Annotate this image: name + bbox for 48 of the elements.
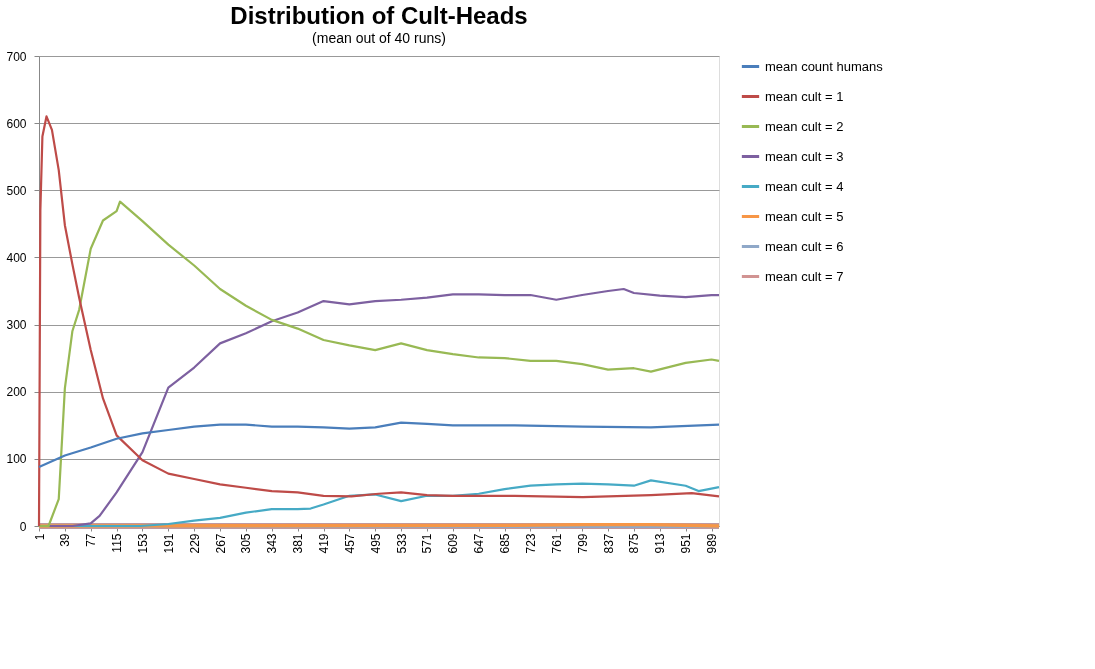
legend-label: mean cult = 1 [765,88,844,104]
x-tick-label: 343 [265,533,280,554]
y-tick-label: 100 [6,452,27,467]
x-tick-label: 39 [58,533,73,547]
legend-label: mean count humans [765,58,884,74]
x-tick-label: 1 [32,533,47,541]
y-tick-label: 400 [6,250,27,265]
x-tick-label: 381 [291,533,306,554]
y-tick-label: 0 [19,519,27,534]
x-tick-label: 951 [679,533,694,554]
x-tick-label: 229 [187,533,202,554]
x-tick-label: 267 [213,533,228,554]
x-tick-label: 647 [472,533,487,554]
legend-label: mean cult = 6 [765,238,844,254]
legend-label: mean cult = 2 [765,118,844,134]
x-tick-label: 799 [575,533,590,554]
x-tick-label: 495 [368,533,383,554]
line-series [37,200,721,528]
x-tick-label: 837 [601,533,616,554]
y-tick-label: 700 [6,49,27,64]
x-tick-label: 533 [394,533,409,554]
x-tick-label: 457 [342,533,357,554]
y-tick-label: 500 [6,183,27,198]
legend-label: mean cult = 7 [765,268,844,284]
line-series [37,421,721,469]
legend-label: mean cult = 4 [765,178,844,194]
x-tick-label: 913 [653,533,668,554]
x-tick-label: 419 [317,533,332,554]
y-tick-label: 300 [6,318,27,333]
x-tick-label: 153 [135,533,150,554]
line-series [37,115,721,528]
y-tick-label: 600 [6,116,27,131]
x-tick-label: 685 [498,533,513,554]
x-tick-label: 723 [523,533,538,554]
x-tick-label: 191 [161,533,176,554]
y-tick-label: 200 [6,385,27,400]
chart-title: Distribution of Cult-Heads [230,2,528,29]
x-tick-label: 571 [420,533,435,554]
x-tick-label: 761 [549,533,564,554]
x-tick-label: 875 [627,533,642,554]
x-tick-label: 305 [239,533,254,554]
x-tick-label: 609 [446,533,461,554]
legend-label: mean cult = 3 [765,148,844,164]
legend-label: mean cult = 5 [765,208,844,224]
chart-subtitle: (mean out of 40 runs) [312,30,446,46]
x-tick-label: 77 [84,533,99,547]
x-tick-label: 115 [110,533,125,553]
x-tick-label: 989 [705,533,720,554]
